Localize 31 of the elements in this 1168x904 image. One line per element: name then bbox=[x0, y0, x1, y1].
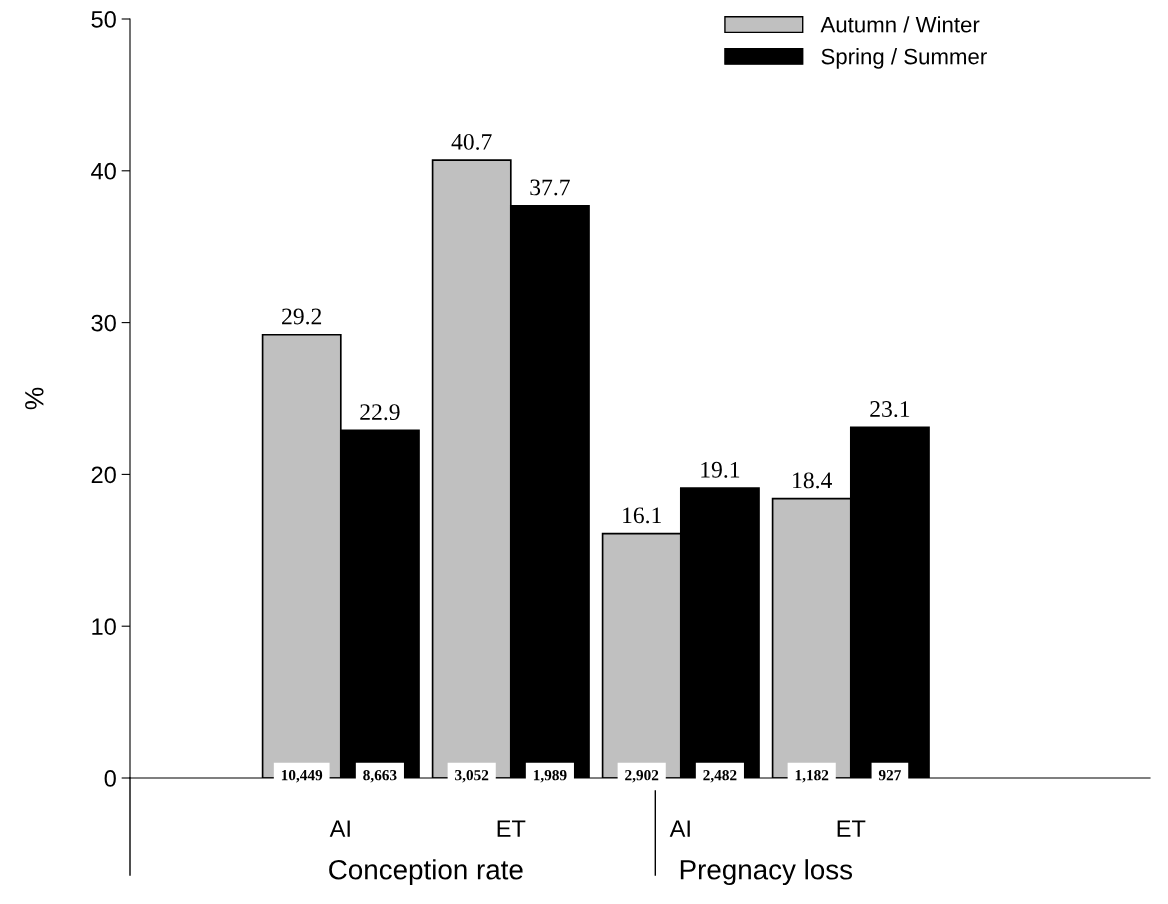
x-tick-label: AI bbox=[669, 820, 690, 837]
y-tick-label: 50 bbox=[91, 11, 116, 28]
y-tick-label: 40 bbox=[91, 162, 116, 180]
y-tick-label: 30 bbox=[91, 314, 116, 332]
text: Conception rate bbox=[329, 859, 523, 886]
data-label: 23.1 bbox=[870, 401, 910, 418]
x-tick-label: AI bbox=[329, 820, 350, 837]
annotation: 10,449 bbox=[281, 770, 323, 783]
y-tick-label: 20 bbox=[91, 466, 116, 484]
text: Pregnacy loss bbox=[680, 859, 853, 886]
data-label: 22.9 bbox=[360, 404, 400, 421]
annotation: 8,663 bbox=[363, 770, 397, 783]
annotation: 2,902 bbox=[625, 770, 659, 783]
data-label: 40.7 bbox=[451, 133, 492, 150]
y-tick-label: 10 bbox=[92, 618, 116, 635]
data-label: 29.2 bbox=[282, 308, 322, 325]
y-axis-title: % bbox=[25, 387, 44, 410]
annotation: 1,989 bbox=[533, 770, 567, 783]
data-label: 18.4 bbox=[793, 472, 832, 489]
data-label: 16.1 bbox=[623, 507, 661, 524]
annotation: 1,182 bbox=[795, 770, 829, 783]
data-label: 19.1 bbox=[701, 461, 740, 478]
y-tick-label: 0 bbox=[104, 770, 116, 787]
annotation: 3,052 bbox=[455, 770, 489, 783]
annotation: 927 bbox=[878, 770, 901, 781]
legend-label: Spring / Summer bbox=[821, 48, 987, 69]
annotation: 2,482 bbox=[703, 770, 737, 783]
x-tick-label: ET bbox=[837, 820, 866, 837]
legend-label: Autumn / Winter bbox=[820, 16, 980, 33]
data-label: 37.7 bbox=[530, 179, 570, 196]
x-tick-label: ET bbox=[497, 820, 526, 837]
